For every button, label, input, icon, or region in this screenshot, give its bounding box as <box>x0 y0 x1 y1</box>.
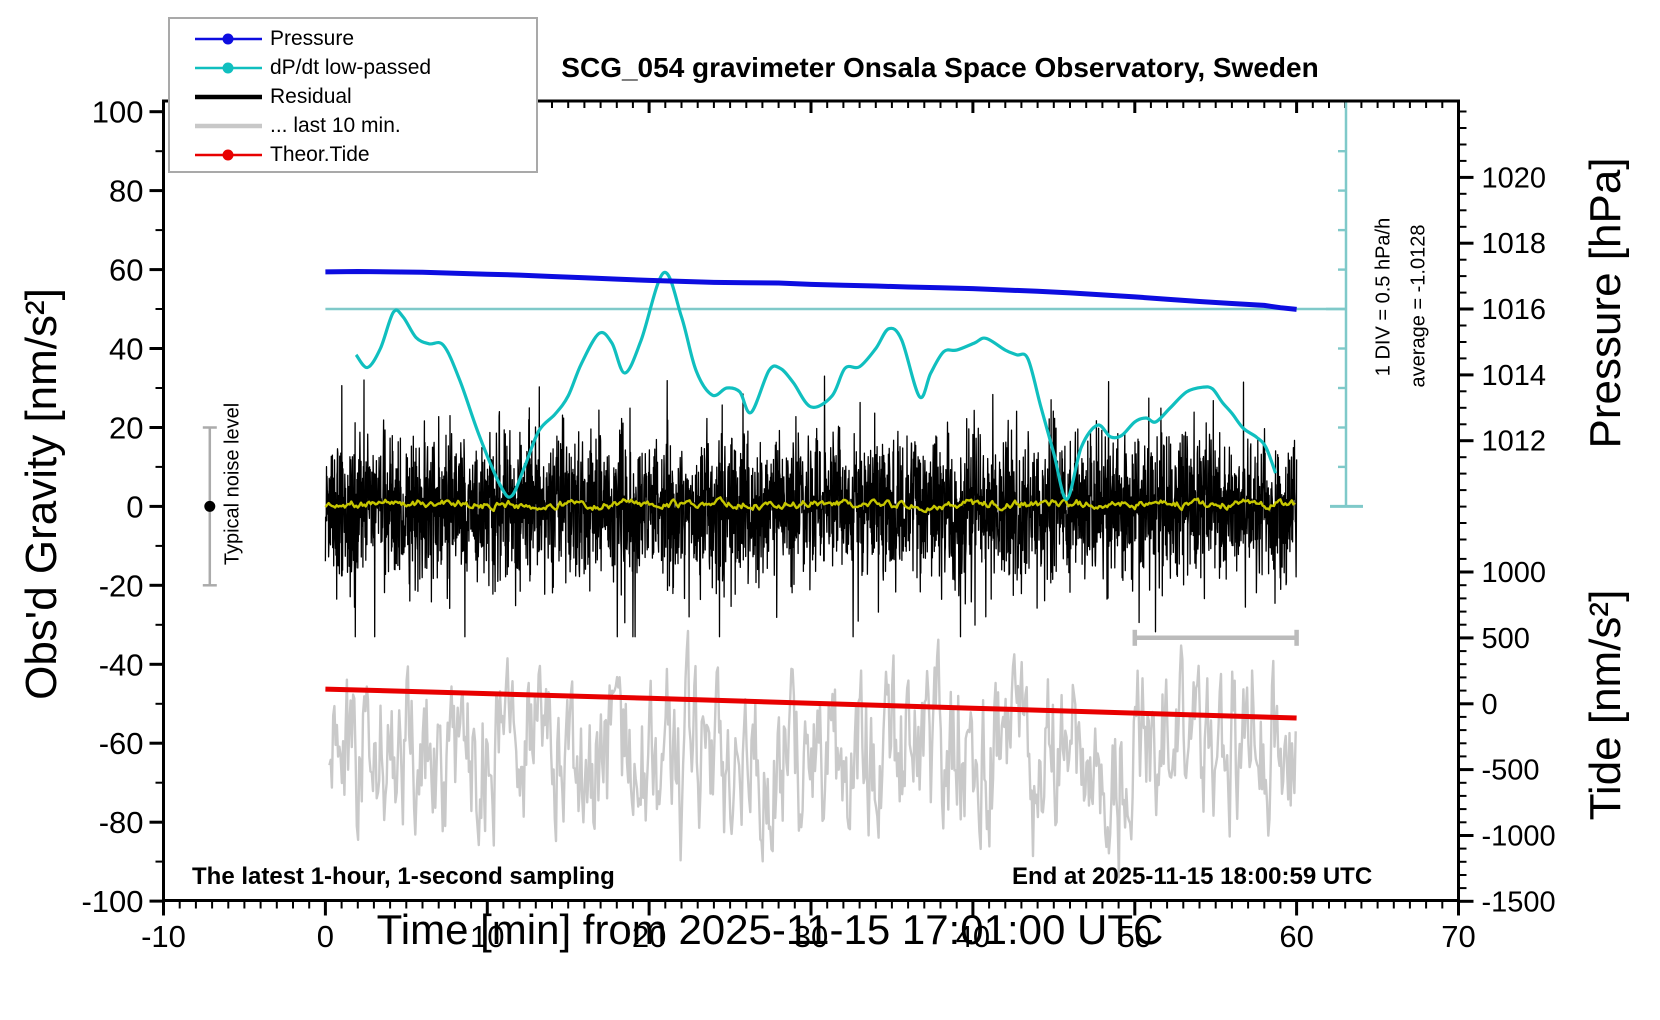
sampling-annotation: The latest 1-hour, 1-second sampling <box>192 863 615 890</box>
legend-box: Pressure dP/dt low-passed Residual ... last… <box>168 17 538 173</box>
legend-line-sample <box>195 62 262 73</box>
svg-text:20: 20 <box>632 919 666 954</box>
x-axis-label: Time [min] from 2025-11-15 17:01:00 UTC <box>376 906 1164 953</box>
legend-line-sample <box>195 94 262 99</box>
legend-item-label: ... last 10 min. <box>270 113 401 137</box>
y-axis-label-tide: Tide [nm/s²] <box>1581 589 1630 821</box>
noise-level-whisker <box>202 426 217 587</box>
svg-text:50: 50 <box>1118 919 1152 954</box>
dpdt-series <box>354 271 1278 501</box>
svg-text:-80: -80 <box>99 805 144 840</box>
legend-item-4: Theor.Tide <box>170 140 536 169</box>
legend-item-3: ... last 10 min. <box>170 111 536 140</box>
svg-text:-10: -10 <box>141 919 186 954</box>
svg-text:0: 0 <box>126 489 143 524</box>
pressure-series <box>325 269 1297 312</box>
svg-text:10: 10 <box>470 919 504 954</box>
noise-level-dot <box>204 500 216 512</box>
svg-text:-100: -100 <box>81 884 143 919</box>
legend-item-1: dP/dt low-passed <box>170 53 536 82</box>
legend-line-sample <box>195 33 262 44</box>
div-scale-annotation: 1 DIV = 0.5 hPa/h <box>1372 217 1395 377</box>
svg-text:1018: 1018 <box>1482 228 1547 260</box>
legend-line-sample <box>195 149 262 160</box>
legend-item-label: Pressure <box>270 26 355 50</box>
axes-frame-and-ticks: -10 0 10 20 30 40 50 60 70100806040200-20-40-60-… <box>81 95 1555 954</box>
svg-text:60: 60 <box>1279 919 1313 954</box>
svg-text:-60: -60 <box>99 726 144 761</box>
average-annotation: average = -1.0128 <box>1407 224 1430 388</box>
svg-text:0: 0 <box>317 919 334 954</box>
last10min-span-bar <box>1132 629 1299 646</box>
y-axis-label-gravity: Obs'd Gravity [nm/s²] <box>17 288 66 700</box>
svg-text:500: 500 <box>1482 623 1530 655</box>
svg-text:-20: -20 <box>99 568 144 603</box>
svg-text:1014: 1014 <box>1482 360 1547 392</box>
legend-item-label: Theor.Tide <box>270 142 370 166</box>
svg-text:60: 60 <box>109 253 143 288</box>
last10min-series <box>328 629 1297 879</box>
end-time-annotation: End at 2025-11-15 18:00:59 UTC <box>1012 863 1373 890</box>
svg-text:80: 80 <box>109 174 143 209</box>
svg-text:30: 30 <box>794 919 828 954</box>
svg-text:1016: 1016 <box>1482 294 1547 326</box>
legend-item-0: Pressure <box>170 24 536 53</box>
svg-text:70: 70 <box>1441 919 1475 954</box>
svg-text:-40: -40 <box>99 647 144 682</box>
svg-text:1012: 1012 <box>1482 426 1547 458</box>
svg-text:-500: -500 <box>1482 755 1540 787</box>
svg-text:40: 40 <box>956 919 990 954</box>
noise-level-annotation: Typical noise level <box>221 402 244 566</box>
svg-text:-1000: -1000 <box>1482 821 1556 853</box>
chart-title: SCG_054 gravimeter Onsala Space Observat… <box>561 52 1319 83</box>
legend-item-label: Residual <box>270 84 352 108</box>
svg-text:100: 100 <box>92 95 144 130</box>
theor-tide-series <box>325 686 1297 721</box>
svg-text:-1500: -1500 <box>1482 886 1556 918</box>
dpdt-zero-line-and-ruler <box>325 102 1363 508</box>
svg-text:40: 40 <box>109 332 143 367</box>
svg-text:20: 20 <box>109 411 143 446</box>
svg-text:0: 0 <box>1482 689 1498 721</box>
legend-item-label: dP/dt low-passed <box>270 55 432 79</box>
legend-line-sample <box>195 123 262 128</box>
residual-lowpass-series <box>324 496 1296 514</box>
svg-text:1000: 1000 <box>1482 557 1547 589</box>
legend-item-2: Residual <box>170 82 536 111</box>
residual-series <box>324 375 1298 638</box>
svg-text:1020: 1020 <box>1482 162 1547 194</box>
y-axis-label-pressure: Pressure [hPa] <box>1581 157 1630 449</box>
